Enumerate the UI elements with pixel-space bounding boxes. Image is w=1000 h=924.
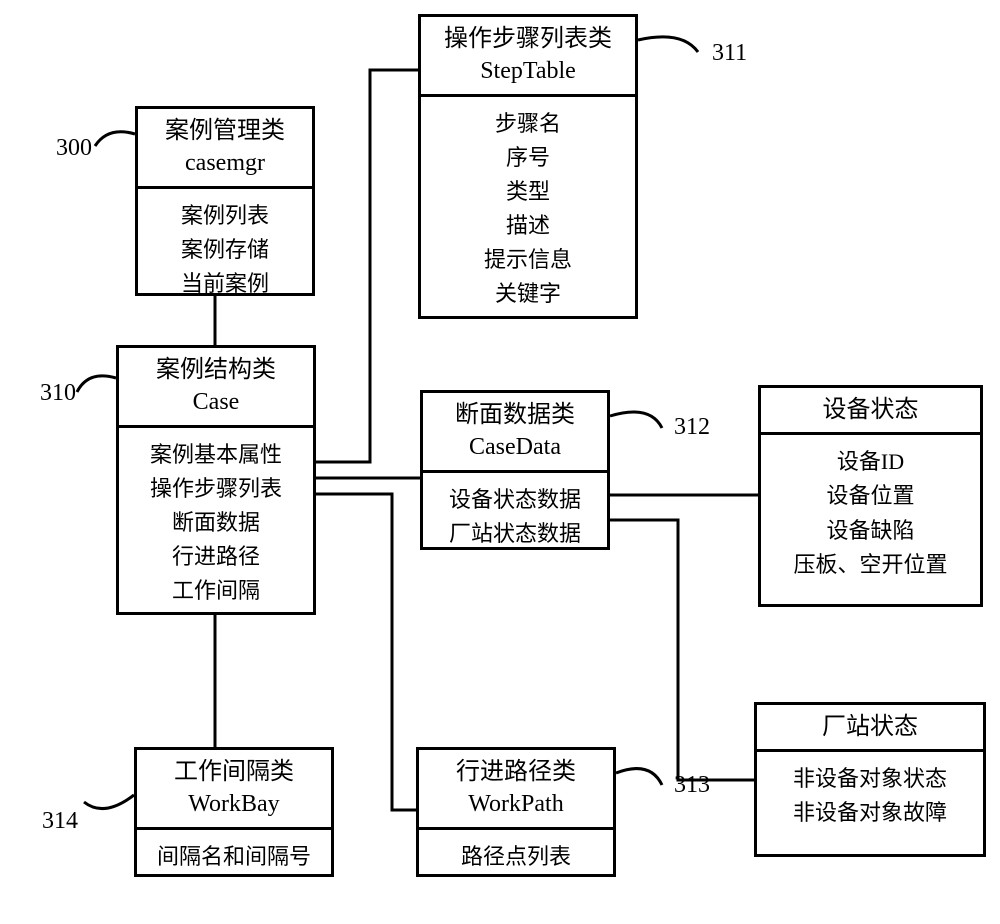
- attr-line: 提示信息: [425, 243, 631, 277]
- attr-line: 案例列表: [142, 199, 308, 233]
- class-body: 设备ID设备位置设备缺陷压板、空开位置: [761, 435, 980, 591]
- attr-line: 工作间隔: [123, 574, 309, 608]
- title-line: 工作间隔类: [141, 756, 327, 788]
- title-line: CaseData: [427, 431, 603, 463]
- title-line: Case: [123, 386, 309, 418]
- title-line: 断面数据类: [427, 399, 603, 431]
- class-box-workpath: 行进路径类WorkPath 路径点列表: [416, 747, 616, 877]
- class-title: 工作间隔类WorkBay: [137, 750, 331, 830]
- class-title: 厂站状态: [757, 705, 983, 752]
- attr-line: 设备ID: [765, 445, 976, 479]
- title-line: 操作步骤列表类: [425, 23, 631, 55]
- attr-line: 描述: [425, 209, 631, 243]
- class-title: 行进路径类WorkPath: [419, 750, 613, 830]
- ref-label-n300: 300: [56, 135, 92, 162]
- title-line: 厂站状态: [761, 711, 979, 743]
- attr-line: 断面数据: [123, 506, 309, 540]
- diagram-canvas: 案例管理类casemgr案例列表案例存储当前案例案例结构类Case案例基本属性操…: [0, 0, 1000, 924]
- class-title: 案例管理类casemgr: [138, 109, 312, 189]
- title-line: 案例结构类: [123, 354, 309, 386]
- class-title: 设备状态: [761, 388, 980, 435]
- title-line: WorkPath: [423, 788, 609, 820]
- attr-line: 非设备对象故障: [761, 796, 979, 830]
- title-line: 案例管理类: [142, 115, 308, 147]
- attr-line: 厂站状态数据: [427, 517, 603, 551]
- ref-label-n313: 313: [674, 772, 710, 799]
- leader-curve: [84, 795, 134, 809]
- class-box-stationstate: 厂站状态非设备对象状态非设备对象故障: [754, 702, 986, 857]
- attr-line: 当前案例: [142, 267, 308, 301]
- leader-curve: [638, 37, 698, 52]
- attr-line: 压板、空开位置: [765, 548, 976, 582]
- class-box-casemgr: 案例管理类casemgr案例列表案例存储当前案例: [135, 106, 315, 296]
- edge: [316, 70, 418, 462]
- class-title: 案例结构类Case: [119, 348, 313, 428]
- attr-line: 案例存储: [142, 233, 308, 267]
- title-line: casemgr: [142, 147, 308, 179]
- attr-line: 关键字: [425, 277, 631, 311]
- attr-line: 设备状态数据: [427, 483, 603, 517]
- edge: [610, 520, 754, 780]
- leader-curve: [95, 132, 135, 146]
- attr-line: 操作步骤列表: [123, 472, 309, 506]
- title-line: StepTable: [425, 55, 631, 87]
- class-body: 设备状态数据厂站状态数据: [423, 473, 607, 561]
- ref-label-n312: 312: [674, 414, 710, 441]
- attr-line: 步骤名: [425, 107, 631, 141]
- class-body: 步骤名序号类型描述提示信息关键字: [421, 97, 635, 322]
- class-body: 间隔名和间隔号: [137, 830, 331, 884]
- class-body: 案例列表案例存储当前案例: [138, 189, 312, 311]
- title-line: 设备状态: [765, 394, 976, 426]
- leader-curve: [77, 376, 116, 392]
- title-line: 行进路径类: [423, 756, 609, 788]
- class-body: 非设备对象状态非设备对象故障: [757, 752, 983, 840]
- class-box-workbay: 工作间隔类WorkBay 间隔名和间隔号: [134, 747, 334, 877]
- ref-label-n314: 314: [42, 808, 78, 835]
- class-box-case: 案例结构类Case案例基本属性操作步骤列表断面数据行进路径工作间隔: [116, 345, 316, 615]
- attr-line: 类型: [425, 175, 631, 209]
- class-box-casedata: 断面数据类CaseData 设备状态数据厂站状态数据: [420, 390, 610, 550]
- attr-line: 序号: [425, 141, 631, 175]
- ref-label-n310: 310: [40, 380, 76, 407]
- class-title: 断面数据类CaseData: [423, 393, 607, 473]
- class-box-steptable: 操作步骤列表类StepTable步骤名序号类型描述提示信息关键字: [418, 14, 638, 319]
- attr-line: 案例基本属性: [123, 438, 309, 472]
- title-line: WorkBay: [141, 788, 327, 820]
- attr-line: 设备位置: [765, 479, 976, 513]
- attr-line: 非设备对象状态: [761, 762, 979, 796]
- class-box-devstate: 设备状态设备ID设备位置设备缺陷压板、空开位置: [758, 385, 983, 607]
- ref-label-n311: 311: [712, 40, 747, 67]
- class-body: 路径点列表: [419, 830, 613, 884]
- attr-line: 间隔名和间隔号: [141, 840, 327, 874]
- attr-line: 设备缺陷: [765, 514, 976, 548]
- leader-curve: [610, 412, 662, 428]
- leader-curve: [616, 769, 662, 785]
- class-body: 案例基本属性操作步骤列表断面数据行进路径工作间隔: [119, 428, 313, 618]
- class-title: 操作步骤列表类StepTable: [421, 17, 635, 97]
- attr-line: 行进路径: [123, 540, 309, 574]
- attr-line: 路径点列表: [423, 840, 609, 874]
